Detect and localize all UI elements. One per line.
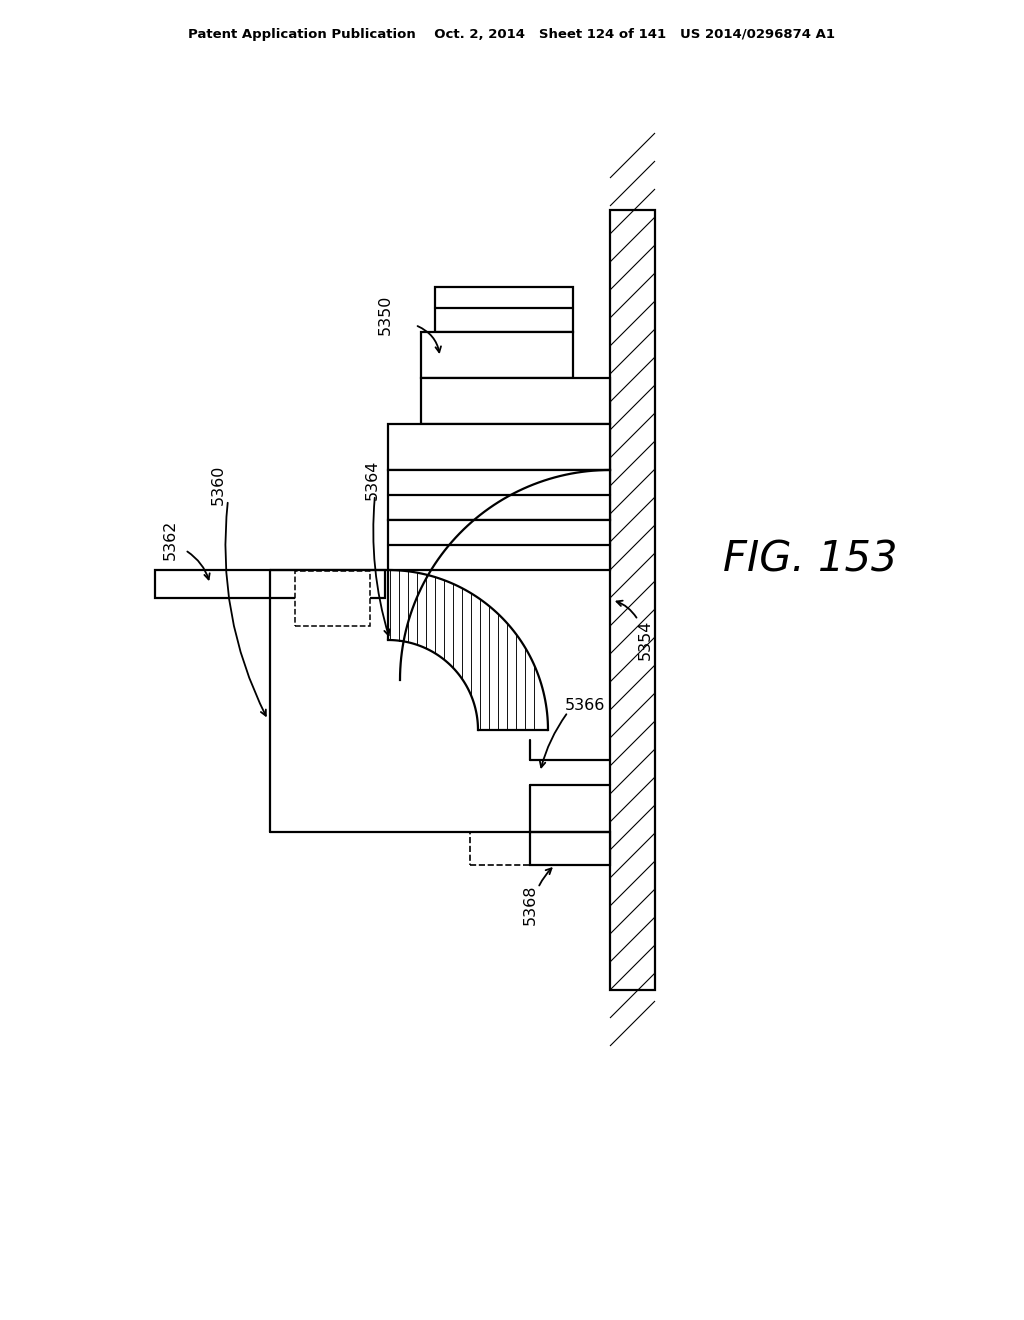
Bar	[421, 378, 610, 424]
Text: 5362: 5362	[163, 520, 177, 560]
Bar	[388, 520, 610, 570]
Bar	[295, 572, 370, 626]
Bar	[435, 286, 573, 333]
Text: 5350: 5350	[378, 294, 392, 335]
Text: 5360: 5360	[211, 465, 225, 506]
Bar	[530, 832, 610, 865]
Text: 5368: 5368	[522, 884, 538, 925]
Bar	[388, 424, 610, 470]
Bar	[610, 210, 655, 990]
Bar	[470, 832, 610, 865]
Text: Patent Application Publication    Oct. 2, 2014   Sheet 124 of 141   US 2014/0296: Patent Application Publication Oct. 2, 2…	[188, 28, 836, 41]
Text: 5364: 5364	[365, 459, 380, 500]
Bar	[155, 570, 385, 598]
Bar	[388, 470, 610, 520]
Bar	[421, 333, 573, 378]
Text: FIG. 153: FIG. 153	[723, 539, 897, 581]
Text: 5354: 5354	[638, 620, 652, 660]
Text: 5366: 5366	[565, 697, 605, 713]
